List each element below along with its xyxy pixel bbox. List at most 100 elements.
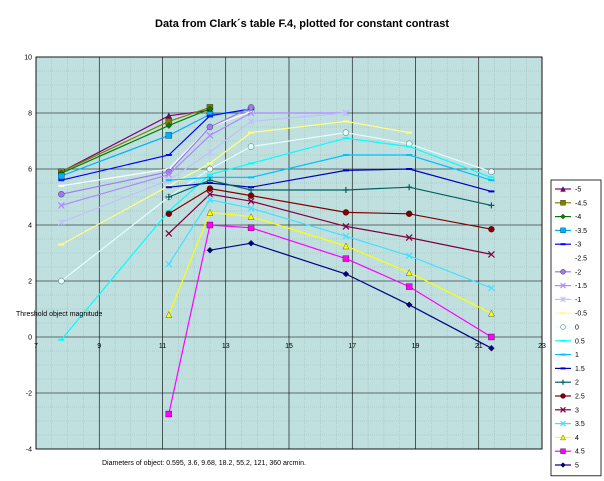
legend-label: -4.5 <box>575 200 587 207</box>
data-point <box>406 131 413 134</box>
data-point <box>560 420 566 427</box>
legend-item: 4 <box>555 434 579 442</box>
series-line <box>168 187 492 230</box>
x-tick-label: 9 <box>97 343 101 350</box>
y-tick-label: -2 <box>26 391 32 398</box>
data-point <box>206 114 213 117</box>
legend-label: 0.5 <box>575 338 585 345</box>
y-tick-label: 4 <box>28 223 32 230</box>
data-point <box>206 177 213 184</box>
data-point <box>342 169 349 172</box>
data-point <box>57 218 65 226</box>
legend-item: -2 <box>555 269 581 276</box>
legend-item: -5 <box>555 186 581 194</box>
data-point <box>165 171 173 179</box>
plot-border <box>35 56 543 450</box>
legend-label: 1.5 <box>575 366 585 373</box>
data-point <box>206 221 214 229</box>
data-point <box>560 434 566 441</box>
series-line <box>168 193 492 255</box>
legend-item: 1 <box>555 352 579 359</box>
legend-label: 2.5 <box>575 394 585 401</box>
legend-item: 0.5 <box>555 338 585 345</box>
legend: -5 -4.5 -4 -3.5 -3 -2.5 -2 -1.5 -1 -0.5 0 0.5 1 1.5 2 2… <box>550 179 602 477</box>
legend-label: 3 <box>575 407 579 414</box>
data-point <box>58 172 65 180</box>
legend-label: 2 <box>575 380 579 387</box>
data-point <box>247 239 255 247</box>
data-point <box>248 110 255 113</box>
legend-label: -2 <box>575 269 581 276</box>
data-point <box>560 367 566 370</box>
legend-label: 1 <box>575 352 579 359</box>
data-point <box>165 179 172 182</box>
data-point <box>560 312 566 315</box>
data-point <box>165 154 172 156</box>
data-point <box>406 168 413 170</box>
data-point <box>405 234 413 242</box>
data-point <box>487 284 495 292</box>
series-2 <box>165 177 495 209</box>
data-point <box>488 179 495 182</box>
data-point <box>342 222 350 230</box>
data-point <box>405 301 413 309</box>
legend-item: -0.5 <box>555 311 587 318</box>
data-point <box>560 393 566 399</box>
data-point <box>488 333 495 341</box>
data-point <box>247 143 255 150</box>
y-axis-label: Threshold object magnitude <box>16 311 102 318</box>
legend-item: -2.5 <box>555 256 587 263</box>
y-tick-label: -4 <box>26 447 32 454</box>
series-line <box>168 179 492 206</box>
data-point <box>560 462 566 468</box>
series-5 <box>206 239 495 352</box>
data-point <box>247 104 255 111</box>
legend-item: -4 <box>555 213 581 221</box>
data-point <box>560 257 566 259</box>
data-point <box>206 209 214 216</box>
data-point <box>206 185 214 192</box>
data-point <box>342 154 349 156</box>
series-line <box>168 211 492 315</box>
y-tick-label: 10 <box>24 55 32 62</box>
data-point <box>58 243 65 246</box>
legend-label: 0 <box>575 325 579 332</box>
legend-item: 2.5 <box>555 393 585 401</box>
series-line <box>168 154 492 181</box>
data-point <box>165 311 173 318</box>
series--0.5 <box>58 120 413 246</box>
data-point <box>560 243 566 246</box>
series--4 <box>58 105 214 177</box>
legend-label: -2.5 <box>575 256 587 263</box>
data-point <box>247 192 255 199</box>
legend-item: 0 <box>555 324 579 332</box>
data-point <box>560 448 566 454</box>
data-point <box>165 184 172 187</box>
x-tick-label: 17 <box>348 343 356 350</box>
data-point <box>487 250 495 258</box>
legend-label: 5 <box>575 463 579 470</box>
data-point <box>57 201 65 209</box>
data-point <box>58 191 65 198</box>
data-point <box>58 338 65 341</box>
data-point <box>560 406 566 413</box>
data-point <box>342 242 350 250</box>
legend-label: -0.5 <box>575 311 587 318</box>
legend-item: -4.5 <box>555 200 587 207</box>
data-point <box>488 226 495 233</box>
data-point <box>165 410 172 418</box>
series-4.5 <box>165 221 495 418</box>
data-point <box>165 186 172 189</box>
legend-item: -3 <box>555 242 581 249</box>
x-tick-label: 7 <box>34 343 38 350</box>
series-line <box>61 111 252 187</box>
series-line <box>168 168 492 192</box>
legend-item: 4.5 <box>555 448 585 456</box>
legend-item: 5 <box>555 462 579 470</box>
data-point <box>488 168 495 175</box>
data-point <box>58 277 65 285</box>
y-axis: -4 -2 0 2 4 6 8 10 <box>24 55 32 454</box>
data-point <box>406 145 413 148</box>
data-point <box>342 187 349 193</box>
